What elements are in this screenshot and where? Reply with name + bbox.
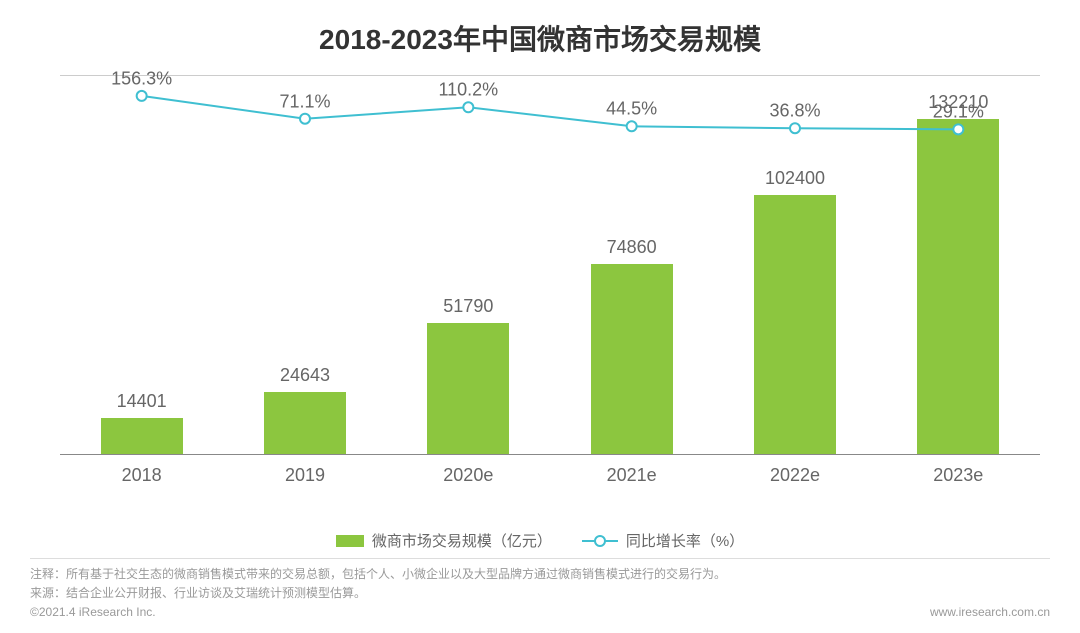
growth-rate-label: 156.3% xyxy=(111,69,172,90)
x-tick: 2020e xyxy=(387,455,550,495)
bar xyxy=(754,195,836,454)
x-tick: 2021e xyxy=(550,455,713,495)
x-tick: 2022e xyxy=(713,455,876,495)
x-tick: 2023e xyxy=(877,455,1040,495)
bar-col: 14401 xyxy=(60,75,223,454)
bar-value-label: 102400 xyxy=(765,168,825,189)
footnote-source: 来源：结合企业公开财报、行业访谈及艾瑞统计预测模型估算。 xyxy=(30,584,1050,601)
bar xyxy=(591,264,673,454)
growth-rate-label: 71.1% xyxy=(279,91,330,112)
bar-value-label: 14401 xyxy=(117,391,167,412)
growth-rate-label: 29.1% xyxy=(933,102,984,123)
legend-item-line: 同比增长率（%） xyxy=(582,530,744,551)
bar xyxy=(427,323,509,454)
bar-col: 74860 xyxy=(550,75,713,454)
bar-col: 51790 xyxy=(387,75,550,454)
growth-rate-label: 36.8% xyxy=(769,101,820,122)
bar-col: 102400 xyxy=(713,75,876,454)
legend-label-line: 同比增长率（%） xyxy=(626,530,744,551)
x-axis: 201820192020e2021e2022e2023e xyxy=(60,455,1040,495)
legend-swatch-line xyxy=(582,534,618,548)
bar xyxy=(917,119,999,454)
x-tick: 2018 xyxy=(60,455,223,495)
legend-label-bar: 微商市场交易规模（亿元） xyxy=(372,530,552,551)
bar-col: 132210 xyxy=(877,75,1040,454)
footer: 注释：所有基于社交生态的微商销售模式带来的交易总额，包括个人、小微企业以及大型品… xyxy=(30,558,1050,619)
growth-rate-label: 44.5% xyxy=(606,99,657,120)
source-url: www.iresearch.com.cn xyxy=(930,605,1050,619)
chart-title: 2018-2023年中国微商市场交易规模 xyxy=(0,0,1080,58)
legend: 微商市场交易规模（亿元） 同比增长率（%） xyxy=(0,530,1080,551)
legend-item-bar: 微商市场交易规模（亿元） xyxy=(336,530,552,551)
x-tick: 2019 xyxy=(223,455,386,495)
bar xyxy=(264,392,346,454)
bar-col: 24643 xyxy=(223,75,386,454)
bar-value-label: 24643 xyxy=(280,365,330,386)
chart-area: 14401246435179074860102400132210 156.3%7… xyxy=(60,75,1040,495)
bar-value-label: 74860 xyxy=(607,237,657,258)
copyright: ©2021.4 iResearch Inc. xyxy=(30,605,156,619)
plot-region: 14401246435179074860102400132210 156.3%7… xyxy=(60,75,1040,455)
growth-rate-label: 110.2% xyxy=(438,80,498,101)
bars-container: 14401 24643 51790 74860 102400 132210 xyxy=(60,75,1040,454)
bar xyxy=(101,418,183,454)
bar-value-label: 51790 xyxy=(443,296,493,317)
legend-swatch-bar xyxy=(336,535,364,547)
footnote-note: 注释：所有基于社交生态的微商销售模式带来的交易总额，包括个人、小微企业以及大型品… xyxy=(30,565,1050,582)
